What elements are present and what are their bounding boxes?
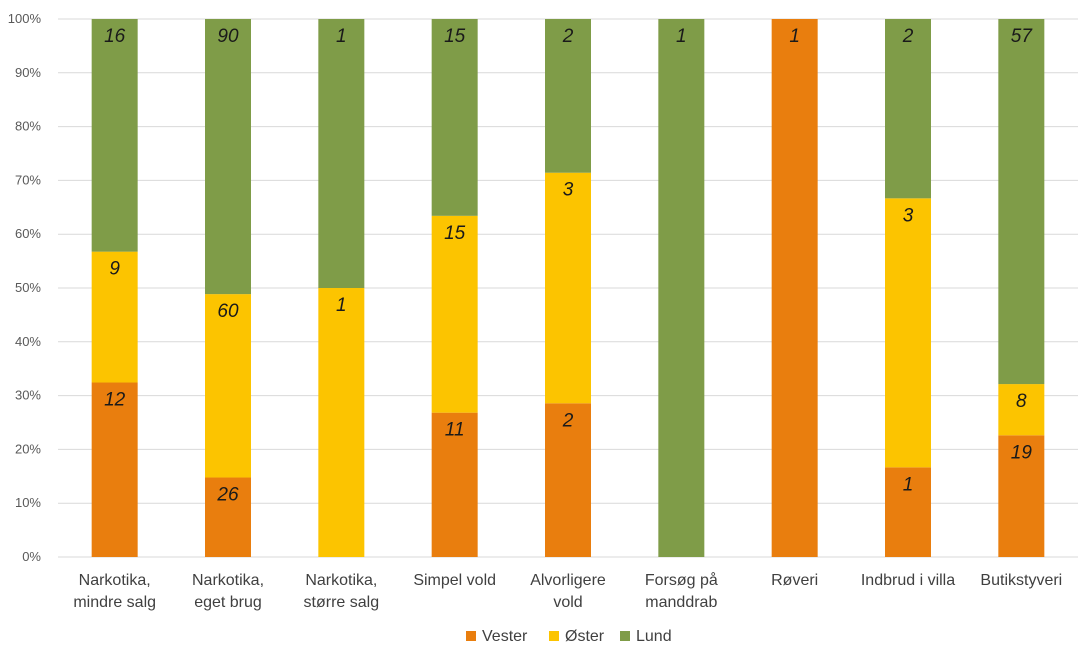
data-label-vester: 19: [1011, 442, 1033, 463]
bar-segment-lund: [998, 19, 1045, 385]
x-category-label: Narkotika, mindre salg: [73, 572, 156, 611]
data-label-vester: 2: [562, 410, 574, 431]
data-label-øster: 8: [1016, 391, 1027, 412]
y-tick-label: 50%: [15, 280, 41, 295]
legend-swatch-vester: [466, 631, 476, 641]
y-tick-label: 40%: [15, 334, 41, 349]
legend-label-øster: Øster: [565, 628, 605, 645]
bar-segment-vester: [771, 19, 818, 557]
x-category-label: Narkotika, større salg: [304, 572, 380, 611]
bar-segment-lund: [318, 19, 365, 288]
bar-segment-vester: [431, 412, 478, 557]
bar-segment-lund: [431, 19, 478, 216]
y-tick-label: 30%: [15, 388, 41, 403]
bar-segment-øster: [998, 384, 1045, 436]
bar-segment-øster: [91, 251, 138, 383]
data-label-lund: 57: [1011, 26, 1034, 47]
y-tick-label: 100%: [8, 11, 42, 26]
bar-segment-vester: [885, 467, 931, 557]
data-label-lund: 1: [336, 26, 347, 47]
data-label-lund: 90: [217, 26, 239, 47]
legend-swatch-lund: [620, 631, 630, 641]
y-tick-label: 70%: [15, 172, 41, 187]
data-label-lund: 2: [562, 26, 574, 47]
bar-segment-øster: [545, 172, 591, 404]
x-axis-category-labels: Narkotika, mindre salg Narkotika, eget brug…: [73, 571, 1062, 611]
data-label-øster: 60: [217, 301, 239, 322]
data-label-vester: 11: [445, 420, 465, 441]
data-label-øster: 15: [444, 223, 466, 244]
bar-segment-lund: [205, 19, 251, 295]
bar-segment-vester: [205, 477, 251, 557]
data-label-øster: 1: [336, 295, 347, 316]
y-tick-label: 80%: [15, 119, 41, 134]
y-tick-label: 90%: [15, 65, 41, 80]
data-label-lund: 1: [676, 26, 687, 47]
data-label-lund: 16: [104, 26, 126, 47]
bar-segment-lund: [885, 19, 931, 199]
legend-swatch-øster: [549, 631, 559, 641]
y-axis-tick-labels: 0% 10% 20% 30% 40% 50% 60% 70% 80% 90% 100%: [8, 11, 42, 564]
x-category-label: Simpel vold: [413, 572, 496, 589]
bar-segment-øster: [318, 288, 365, 557]
bar-segment-vester: [998, 435, 1045, 557]
data-label-vester: 12: [104, 390, 126, 411]
x-category-label: Røveri: [771, 572, 818, 589]
x-category-label: Narkotika, eget brug: [192, 572, 264, 611]
bar-segment-øster: [885, 198, 931, 468]
bar-segment-lund: [658, 19, 705, 557]
x-category-label: Indbrud i villa: [861, 572, 955, 589]
bar-segment-vester: [91, 382, 138, 557]
x-category-label: Forsøg på manddrab: [645, 571, 718, 611]
data-label-vester: 1: [903, 474, 914, 495]
bar-segment-lund: [91, 19, 138, 252]
data-label-øster: 3: [903, 205, 914, 226]
data-label-øster: 9: [109, 259, 120, 280]
bars: [91, 19, 1045, 557]
x-category-label: Alvorligere vold: [530, 572, 606, 611]
y-tick-label: 10%: [15, 495, 41, 510]
data-label-vester: 26: [216, 485, 239, 506]
bar-segment-vester: [545, 403, 591, 557]
y-tick-label: 20%: [15, 441, 41, 456]
data-label-øster: 3: [563, 180, 574, 201]
bar-segment-øster: [205, 294, 251, 478]
bar-segment-lund: [545, 19, 591, 173]
data-label-vester: 1: [789, 26, 800, 47]
y-tick-label: 0%: [22, 549, 41, 564]
legend: Vester Øster Lund: [466, 628, 672, 645]
data-label-lund: 2: [902, 26, 914, 47]
legend-label-lund: Lund: [636, 628, 672, 645]
bar-segment-øster: [431, 215, 478, 413]
legend-label-vester: Vester: [482, 628, 528, 645]
data-label-lund: 15: [444, 26, 466, 47]
x-category-label: Butikstyveri: [980, 572, 1062, 589]
y-tick-label: 60%: [15, 226, 41, 241]
